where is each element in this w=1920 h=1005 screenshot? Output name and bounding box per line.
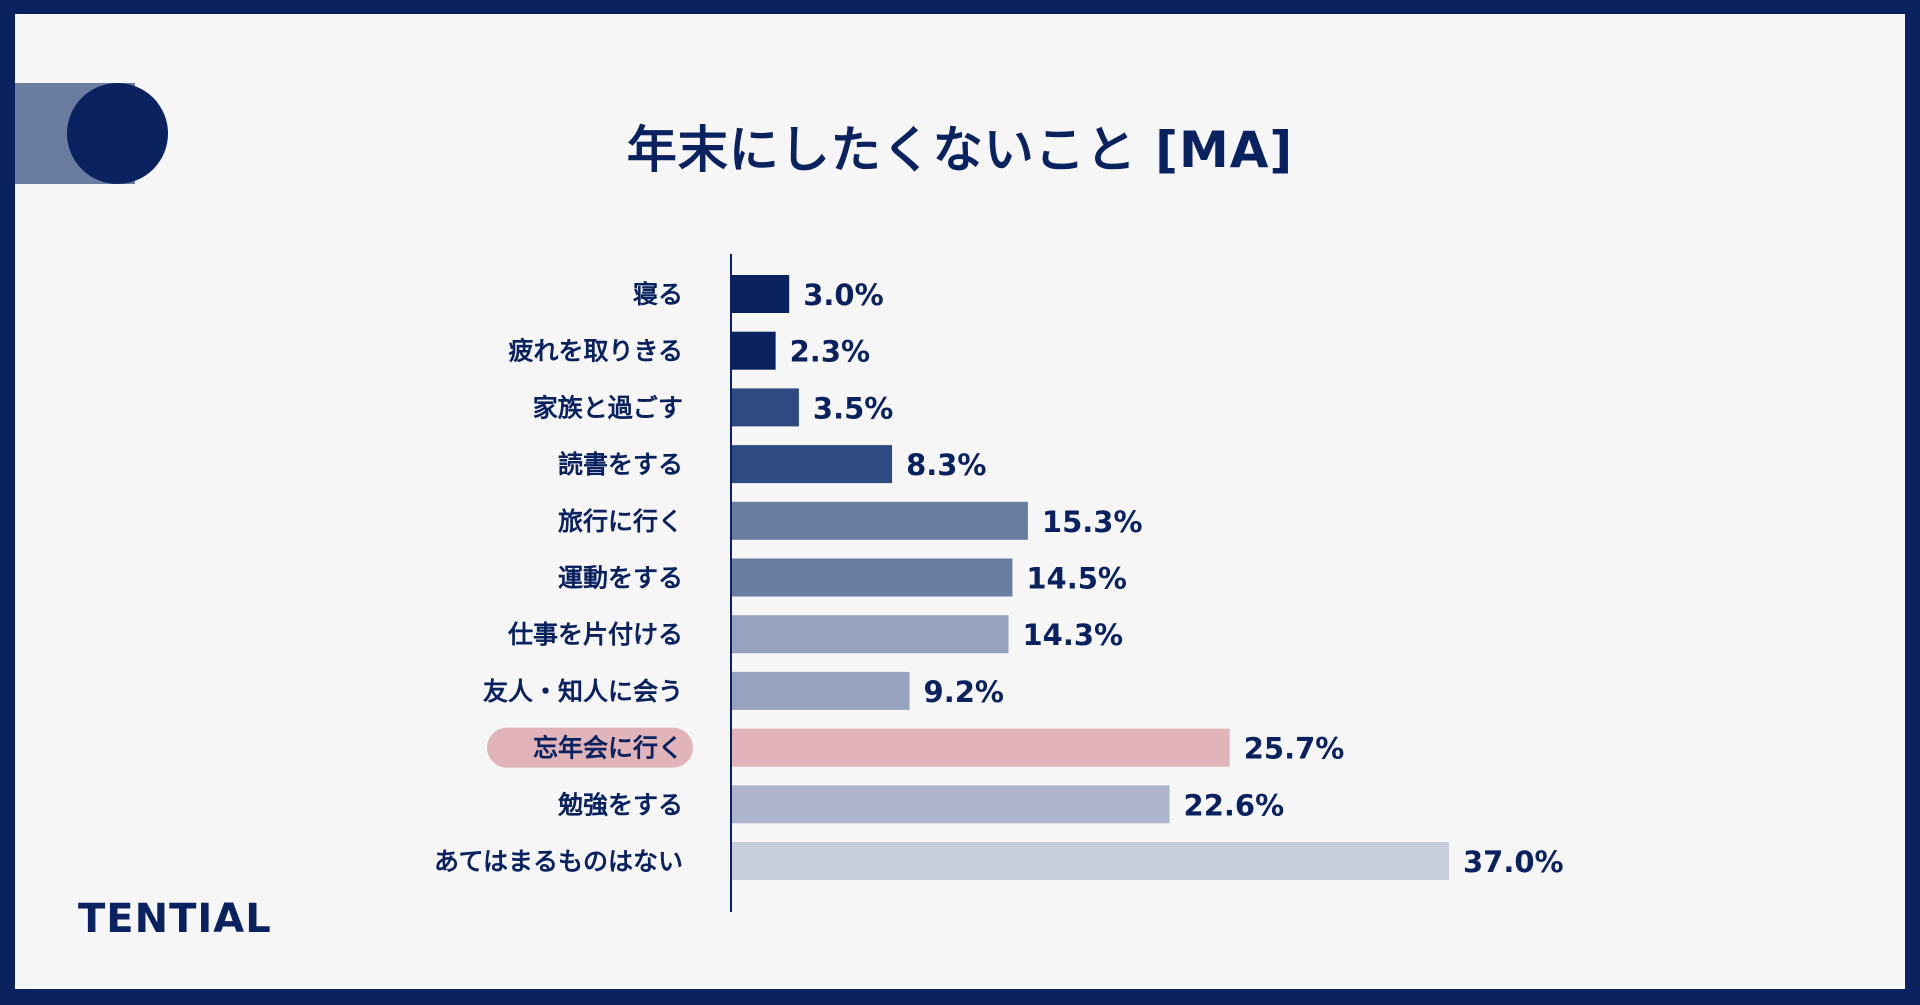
category-label: 疲れを取りきる xyxy=(508,337,683,366)
bar xyxy=(731,728,1230,767)
highlight-pill xyxy=(487,727,693,768)
category-label: 勉強をする xyxy=(557,790,683,819)
data-label: 2.3% xyxy=(790,335,870,369)
data-label: 14.3% xyxy=(1022,618,1123,652)
category-label: 読書をする xyxy=(558,450,683,479)
bar xyxy=(731,445,893,484)
bar xyxy=(731,785,1170,824)
category-label: 寝る xyxy=(633,280,683,309)
chart-panel: 年末にしたくないこと [MA] 寝る 3.0% 疲れを取りきる 2.3% 家族と過ごす 3… xyxy=(15,14,1905,989)
category-label: 友人・知人に会う xyxy=(483,677,683,706)
data-label: 8.3% xyxy=(906,448,986,482)
data-label: 3.0% xyxy=(803,278,883,312)
bar xyxy=(731,331,776,370)
category-label: 旅行に行く xyxy=(558,507,683,536)
bar xyxy=(731,501,1028,540)
bar-chart: 寝る 3.0% 疲れを取りきる 2.3% 家族と過ごす 3.5% 読書をする 8.3% 旅行に行… xyxy=(434,254,1564,912)
bar xyxy=(731,388,799,427)
data-label: 14.5% xyxy=(1026,562,1127,596)
bar xyxy=(731,671,910,710)
data-label: 3.5% xyxy=(813,391,893,425)
chart-title: 年末にしたくないこと [MA] xyxy=(626,121,1294,179)
brand-logo: TENTIAL xyxy=(78,896,272,942)
bar xyxy=(731,842,1449,880)
data-label: 15.3% xyxy=(1042,505,1143,539)
data-label: 22.6% xyxy=(1184,788,1285,822)
bar xyxy=(731,615,1009,654)
category-label: 仕事を片付ける xyxy=(507,620,683,649)
category-label: 運動をする xyxy=(558,564,683,593)
bar xyxy=(731,558,1013,597)
category-label: あてはまるものはない xyxy=(434,847,683,876)
bar xyxy=(731,275,790,313)
category-label: 忘年会に行く xyxy=(533,734,683,763)
decorative-circle xyxy=(67,83,168,184)
data-label: 25.7% xyxy=(1244,732,1345,766)
category-label: 家族と過ごす xyxy=(533,393,683,422)
data-label: 9.2% xyxy=(924,675,1004,709)
data-label: 37.0% xyxy=(1463,845,1564,879)
